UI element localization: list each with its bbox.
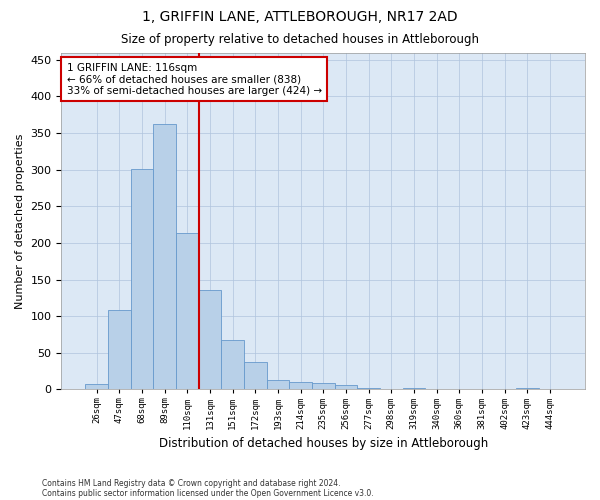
Bar (357, 388, 380, 390)
Bar (403, 388, 425, 390)
Text: Size of property relative to detached houses in Attleborough: Size of property relative to detached ho… (121, 32, 479, 46)
Bar (221, 340, 244, 390)
Bar (312, 383, 335, 390)
Bar (244, 362, 266, 390)
Bar (153, 124, 176, 390)
Bar (289, 382, 312, 390)
Bar (516, 388, 539, 390)
Bar (108, 310, 131, 390)
Text: 1, GRIFFIN LANE, ATTLEBOROUGH, NR17 2AD: 1, GRIFFIN LANE, ATTLEBOROUGH, NR17 2AD (142, 10, 458, 24)
Bar (335, 385, 357, 390)
Text: Contains public sector information licensed under the Open Government Licence v3: Contains public sector information licen… (42, 488, 374, 498)
Bar (85, 384, 108, 390)
Bar (131, 169, 153, 390)
Text: 1 GRIFFIN LANE: 116sqm
← 66% of detached houses are smaller (838)
33% of semi-de: 1 GRIFFIN LANE: 116sqm ← 66% of detached… (67, 62, 322, 96)
Bar (266, 380, 289, 390)
X-axis label: Distribution of detached houses by size in Attleborough: Distribution of detached houses by size … (158, 437, 488, 450)
Y-axis label: Number of detached properties: Number of detached properties (15, 134, 25, 308)
Text: Contains HM Land Registry data © Crown copyright and database right 2024.: Contains HM Land Registry data © Crown c… (42, 478, 341, 488)
Bar (199, 290, 221, 390)
Bar (176, 234, 199, 390)
